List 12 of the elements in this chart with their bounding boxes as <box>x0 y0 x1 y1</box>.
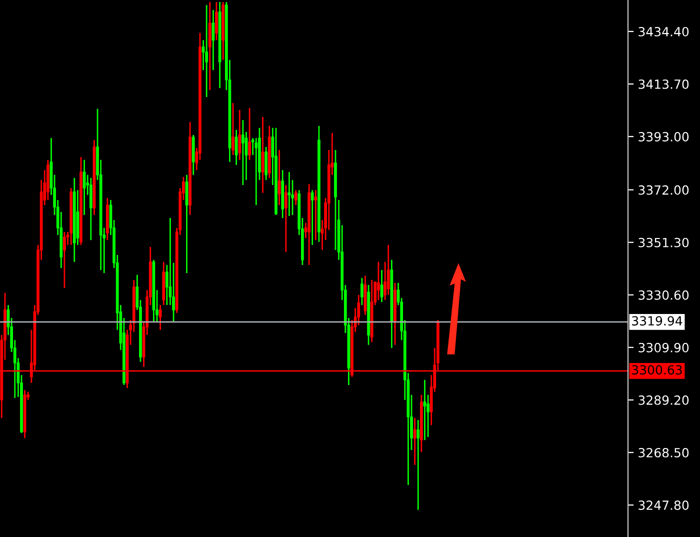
y-tick-label: 3372.00 <box>638 185 689 195</box>
y-tick-label: 3434.40 <box>638 26 689 36</box>
y-tick-label: 3413.70 <box>638 79 689 89</box>
y-tick-label: 3268.50 <box>638 448 689 458</box>
y-tick-label: 3393.00 <box>638 132 689 142</box>
ref-line-label: 3319.94 <box>632 316 682 326</box>
ref-line-label: 3300.63 <box>632 365 682 375</box>
y-tick-label: 3289.20 <box>638 395 689 405</box>
y-tick-label: 3309.90 <box>638 342 689 352</box>
y-tick-label: 3330.60 <box>638 290 689 300</box>
y-tick-label: 3247.80 <box>638 500 689 510</box>
y-tick-label: 3351.30 <box>638 238 689 248</box>
